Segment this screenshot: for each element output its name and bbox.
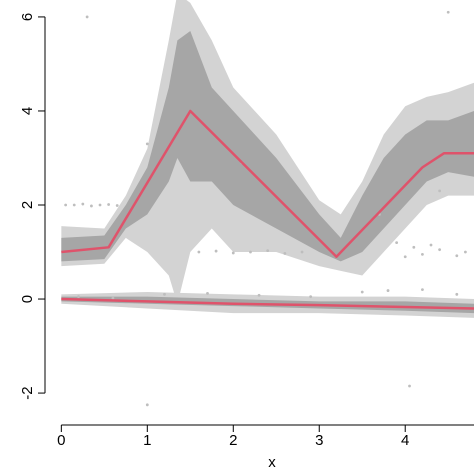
- x-tick-label: 1: [143, 432, 151, 449]
- band: [61, 31, 474, 262]
- x-tick-label: 0: [57, 432, 65, 449]
- line: [61, 109, 474, 258]
- point: [77, 295, 80, 299]
- point: [360, 290, 364, 294]
- point: [81, 202, 85, 206]
- point: [429, 243, 433, 247]
- point: [446, 10, 450, 14]
- point: [421, 252, 424, 256]
- point: [206, 291, 209, 295]
- point: [72, 203, 76, 207]
- point: [438, 189, 442, 193]
- point: [85, 15, 89, 19]
- point: [309, 295, 313, 299]
- y-tick-label: 4: [19, 107, 36, 115]
- point: [257, 293, 261, 297]
- point: [115, 204, 119, 207]
- point: [455, 254, 459, 258]
- y-tick-label: 0: [19, 295, 36, 303]
- point: [300, 250, 304, 254]
- point: [455, 292, 459, 296]
- point: [421, 288, 424, 292]
- y-tick-label: -2: [19, 386, 36, 399]
- point: [111, 296, 115, 300]
- y-tick-label: 6: [19, 13, 36, 21]
- point: [438, 248, 442, 252]
- point: [197, 250, 201, 254]
- point: [64, 203, 68, 207]
- point: [412, 245, 416, 249]
- point: [395, 241, 399, 245]
- point: [98, 203, 102, 207]
- x-tick-label: 2: [229, 432, 237, 449]
- x-tick-label: 4: [401, 432, 409, 449]
- point: [403, 255, 407, 259]
- plot-area: [61, 0, 474, 407]
- point: [145, 142, 149, 146]
- point: [163, 292, 166, 296]
- x-tick-label: 3: [315, 432, 323, 449]
- point: [249, 250, 252, 254]
- point: [90, 204, 93, 208]
- point: [408, 384, 411, 388]
- point: [214, 249, 218, 253]
- line: [61, 297, 474, 310]
- x-axis-label: x: [268, 454, 276, 471]
- point: [107, 203, 111, 206]
- point: [145, 403, 149, 407]
- point: [464, 250, 467, 254]
- point: [386, 289, 390, 292]
- point: [283, 252, 287, 255]
- point: [231, 251, 235, 255]
- y-tick-label: 2: [19, 201, 36, 209]
- point: [266, 249, 270, 253]
